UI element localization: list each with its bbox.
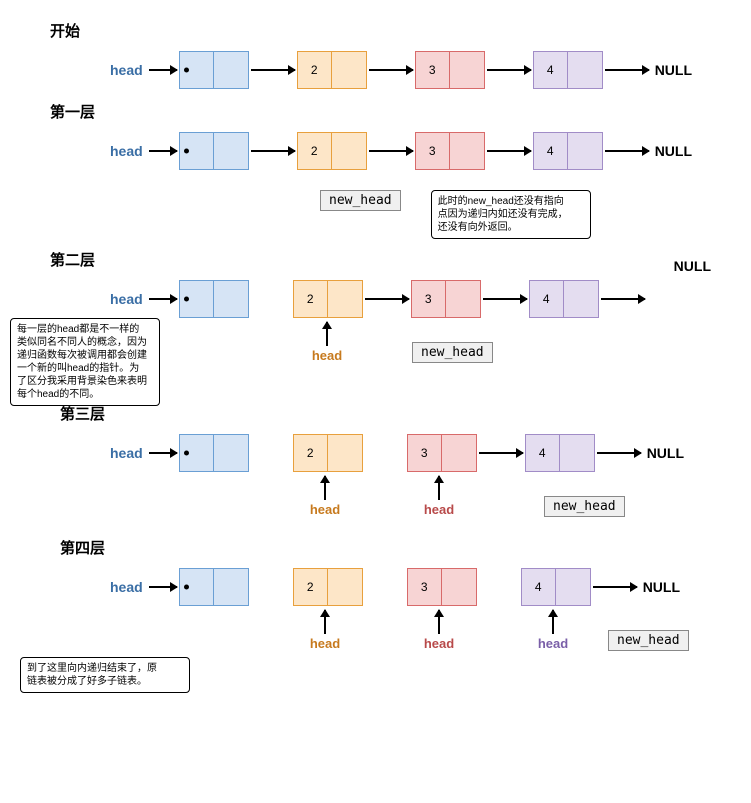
head-label-purple: head <box>538 636 568 651</box>
arrow <box>369 69 413 71</box>
null-label: NULL <box>655 143 692 159</box>
section-title: 第二层 <box>50 249 731 270</box>
below-labels: head head head new_head <box>110 610 731 651</box>
up-arrow-icon <box>438 476 440 500</box>
node-2: 2 <box>293 434 363 472</box>
linked-list-row: head 2 3 4 NULL <box>110 566 731 608</box>
null-label: NULL <box>655 62 692 78</box>
head-label: head <box>110 579 143 595</box>
new-head-box: new_head <box>412 342 493 363</box>
node-2: 2 <box>297 132 367 170</box>
linked-list-row: head 2 3 4 NULL <box>110 49 731 91</box>
section-title: 第一层 <box>50 101 731 122</box>
head-label-orange: head <box>310 636 340 651</box>
arrow <box>483 298 527 300</box>
arrow <box>251 150 295 152</box>
arrow <box>605 69 649 71</box>
arrow <box>149 69 177 71</box>
below-head-2: head <box>292 322 362 363</box>
node-2: 2 <box>293 280 363 318</box>
node-1 <box>179 280 249 318</box>
arrow <box>149 452 177 454</box>
up-arrow-icon <box>324 610 326 634</box>
below-head-2: head <box>290 610 360 651</box>
linked-list-row: head 2 3 4 NULL <box>110 130 731 172</box>
new-head-box: new_head <box>320 190 401 211</box>
head-label-red: head <box>424 502 454 517</box>
below-head-4: head <box>518 610 588 651</box>
head-label: head <box>110 445 143 461</box>
node-2: 2 <box>297 51 367 89</box>
annotation-row: new_head 此时的new_head还没有指向 点因为递归内如还没有完成， … <box>110 190 731 239</box>
node-4: 4 <box>533 132 603 170</box>
node-1 <box>179 434 249 472</box>
arrow <box>251 69 295 71</box>
head-label-orange: head <box>312 348 342 363</box>
below-labels: head new_head <box>110 322 731 363</box>
node-1 <box>179 51 249 89</box>
below-labels: head head new_head <box>110 476 731 517</box>
node-3: 3 <box>415 51 485 89</box>
arrow <box>369 150 413 152</box>
null-label: NULL <box>643 579 680 595</box>
node-4: 4 <box>525 434 595 472</box>
arrow <box>149 298 177 300</box>
up-arrow-icon <box>552 610 554 634</box>
below-head-3: head <box>404 610 474 651</box>
node-1 <box>179 568 249 606</box>
section-title: 开始 <box>50 20 731 41</box>
node-2: 2 <box>293 568 363 606</box>
section-layer1: 第一层 head 2 3 4 NULL new_head 此时的new_head… <box>20 101 731 239</box>
head-label-orange: head <box>310 502 340 517</box>
section-layer4: 第四层 head 2 3 4 NULL head <box>20 537 731 693</box>
below-head-3: head <box>404 476 474 517</box>
node-4: 4 <box>529 280 599 318</box>
arrow <box>605 150 649 152</box>
head-label: head <box>110 143 143 159</box>
arrow <box>365 298 409 300</box>
below-head-2: head <box>290 476 360 517</box>
section-start: 开始 head 2 3 4 NULL <box>20 20 731 91</box>
arrow <box>487 69 531 71</box>
arrow <box>487 150 531 152</box>
head-label-red: head <box>424 636 454 651</box>
head-label: head <box>110 291 143 307</box>
node-3: 3 <box>407 434 477 472</box>
up-arrow-icon <box>438 610 440 634</box>
new-head-box: new_head <box>608 630 689 651</box>
node-1 <box>179 132 249 170</box>
caption-recursion-end: 到了这里向内递归结束了，原 链表被分成了好多子链表。 <box>20 657 190 693</box>
node-3: 3 <box>407 568 477 606</box>
linked-list-row: head 2 3 4 <box>110 278 731 320</box>
node-3: 3 <box>411 280 481 318</box>
up-arrow-icon <box>326 322 328 346</box>
linked-list-row: head 2 3 4 NULL <box>110 432 731 474</box>
up-arrow-icon <box>324 476 326 500</box>
arrow <box>597 452 641 454</box>
head-label: head <box>110 62 143 78</box>
arrow <box>601 298 645 300</box>
caption-new-head: 此时的new_head还没有指向 点因为递归内如还没有完成， 还没有向外返回。 <box>431 190 591 239</box>
arrow <box>593 586 637 588</box>
arrow <box>149 586 177 588</box>
node-3: 3 <box>415 132 485 170</box>
new-head-box: new_head <box>544 496 625 517</box>
section-title: 第三层 <box>60 403 731 424</box>
null-label: NULL <box>647 445 684 461</box>
section-title: 第四层 <box>60 537 731 558</box>
null-label: NULL <box>674 258 711 274</box>
arrow <box>479 452 523 454</box>
section-layer2: 第二层 head 2 3 4 NU <box>20 249 731 363</box>
node-4: 4 <box>533 51 603 89</box>
node-4: 4 <box>521 568 591 606</box>
arrow <box>149 150 177 152</box>
section-layer3: 第三层 head 2 3 4 NULL head <box>20 403 731 517</box>
